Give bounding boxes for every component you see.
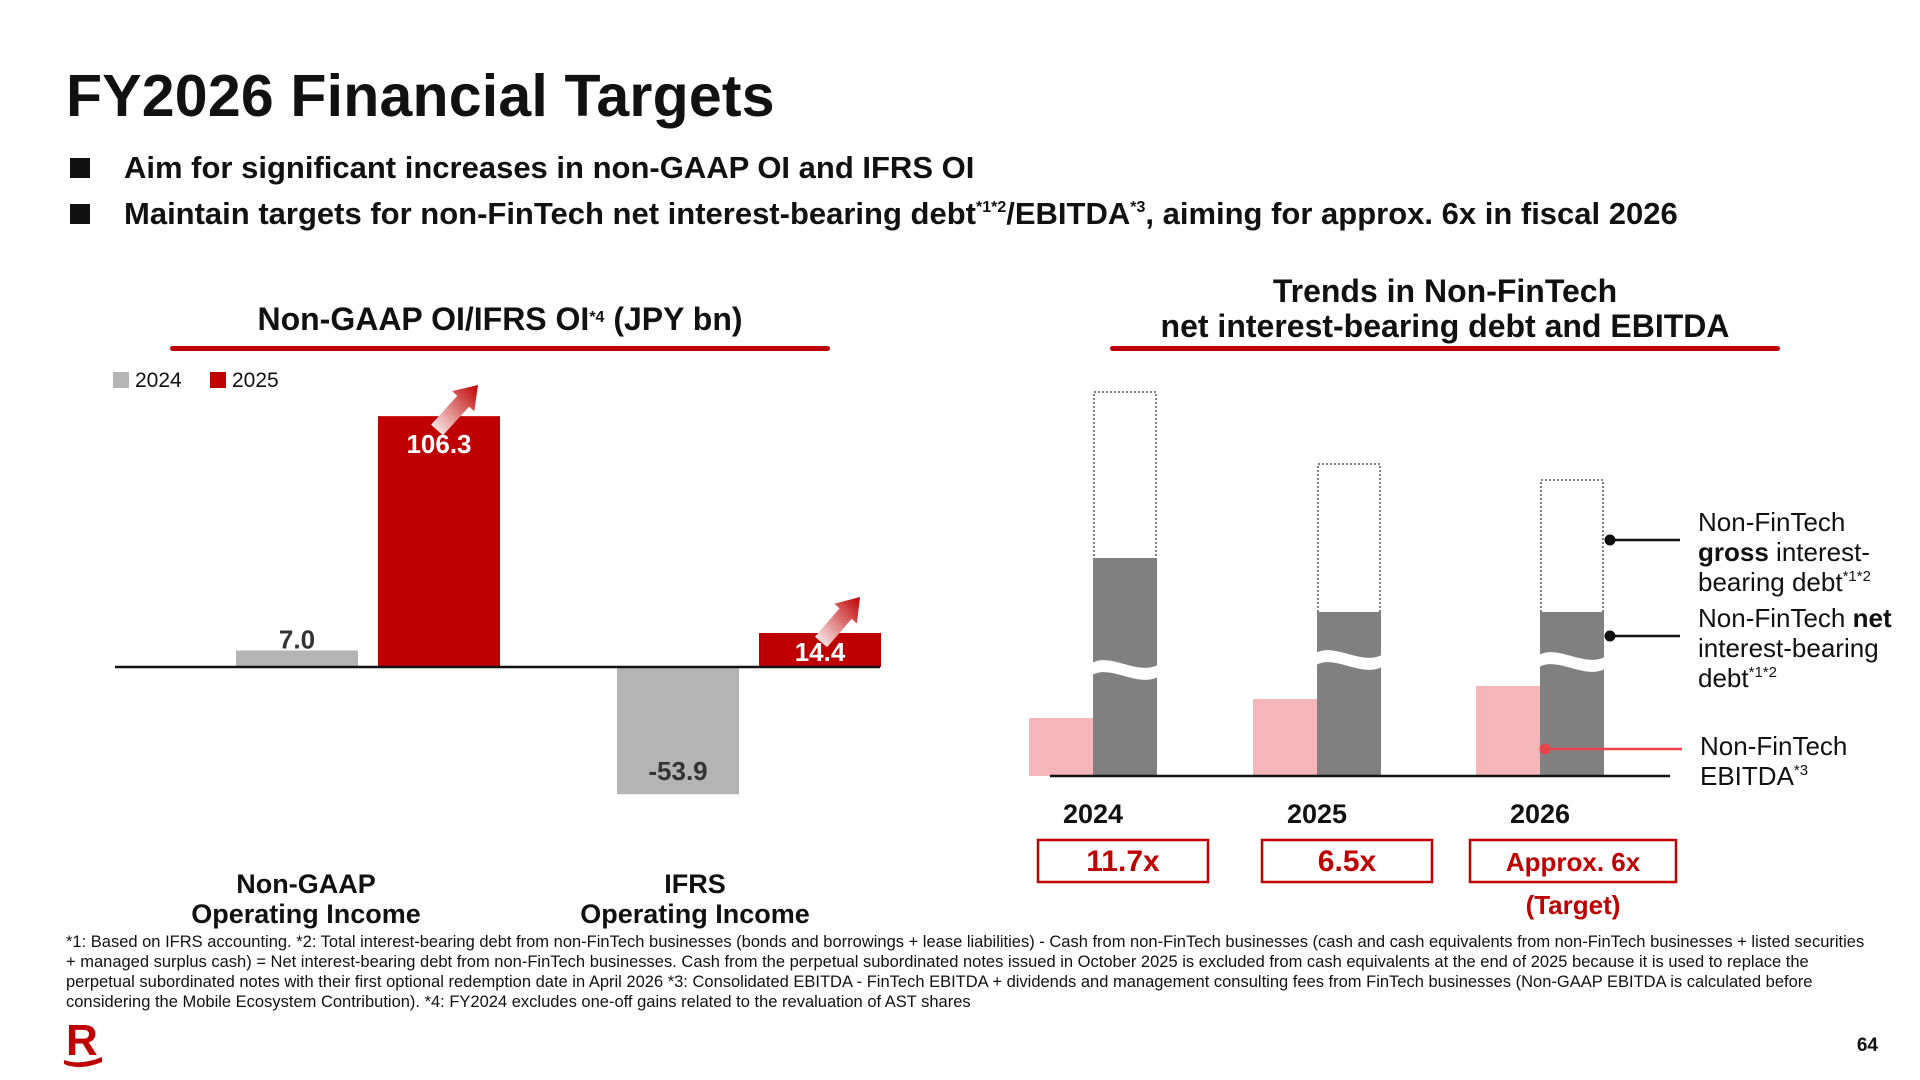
right-chart-title-line: net interest-bearing debt and EBITDA bbox=[1160, 308, 1730, 344]
axis-break-icon bbox=[1536, 652, 1608, 672]
category-label: Non-GAAP bbox=[236, 869, 375, 899]
legend-label-part: interest-bearing bbox=[1698, 633, 1879, 663]
data-label: 7.0 bbox=[279, 624, 315, 654]
ratio-label: 11.7x bbox=[1086, 845, 1160, 878]
legend-label-part: bearing debt bbox=[1698, 567, 1843, 597]
legend-label-part: net bbox=[1853, 603, 1892, 633]
upward-arrow-icon bbox=[814, 597, 860, 648]
footnote-ref: *1*2 bbox=[1843, 568, 1871, 585]
year-label: 2024 bbox=[1063, 799, 1123, 829]
left-chart-title-underline bbox=[170, 346, 830, 351]
gross-debt-bar bbox=[1540, 479, 1604, 615]
footnote-ref: *3 bbox=[1794, 762, 1808, 779]
bullet-point: Maintain targets for non-FinTech net int… bbox=[70, 196, 1678, 232]
rakuten-logo-icon: R bbox=[64, 1016, 102, 1068]
legend-swatch bbox=[210, 372, 226, 388]
legend-label: Non-FinTech EBITDA*3 bbox=[1700, 731, 1847, 791]
bullet-text-part: Maintain targets for non-FinTech net int… bbox=[124, 196, 976, 231]
page-title: FY2026 Financial Targets bbox=[66, 63, 775, 129]
ebitda-bar bbox=[1029, 718, 1093, 776]
page-number: 64 bbox=[1856, 1035, 1878, 1056]
ratio-label: Approx. 6x bbox=[1506, 847, 1641, 877]
logo-letter: R bbox=[66, 1016, 98, 1065]
bullet-text: Aim for significant increases in non-GAA… bbox=[124, 150, 975, 185]
legend-label-part: Non-FinTech bbox=[1700, 731, 1847, 761]
footnote-ref: *1*2 bbox=[1749, 664, 1777, 681]
bullet-text-part: , aiming for approx. 6x in fiscal 2026 bbox=[1145, 196, 1678, 231]
upward-arrow-icon bbox=[431, 385, 478, 436]
legend-label: 2025 bbox=[232, 369, 279, 392]
left-chart-title-text: Non-GAAP OI/IFRS OI bbox=[257, 301, 590, 337]
ebitda-bar bbox=[1253, 699, 1317, 776]
data-label: -53.9 bbox=[648, 756, 707, 786]
data-label: 106.3 bbox=[406, 429, 471, 459]
bar bbox=[617, 667, 739, 795]
bar bbox=[236, 650, 358, 667]
bar bbox=[378, 416, 500, 667]
ebitda-bar bbox=[1476, 686, 1540, 776]
footnote-ref: *4 bbox=[589, 309, 605, 326]
legend-dot bbox=[1604, 534, 1616, 546]
footnote-ref: *3 bbox=[1130, 199, 1146, 216]
legend-label-part: gross bbox=[1698, 537, 1769, 567]
bullet-point: Aim for significant increases in non-GAA… bbox=[70, 150, 974, 186]
axis-break-icon bbox=[1313, 650, 1385, 670]
left-chart-title-unit: (JPY bn) bbox=[613, 301, 743, 337]
ratio-label: 6.5x bbox=[1318, 845, 1377, 878]
axis-break-icon bbox=[1089, 660, 1161, 680]
category-label: Operating Income bbox=[580, 899, 810, 929]
right-chart-title-underline bbox=[1110, 346, 1780, 351]
category-label: IFRS bbox=[664, 869, 726, 899]
target-note: (Target) bbox=[1526, 890, 1621, 920]
legend-label: 2024 bbox=[135, 369, 182, 392]
legend-label-part: interest- bbox=[1769, 537, 1870, 567]
legend-label-part: Non-FinTech bbox=[1698, 603, 1853, 633]
legend-label: Non-FinTech gross interest-bearing debt*1… bbox=[1698, 507, 1871, 597]
legend-swatch bbox=[113, 372, 129, 388]
year-label: 2025 bbox=[1287, 799, 1347, 829]
ratio-box bbox=[1036, 838, 1210, 884]
legend-dot bbox=[1539, 743, 1551, 755]
legend-label: Non-FinTech net interest-bearing debt*1*2 bbox=[1698, 603, 1892, 693]
square-bullet-icon bbox=[70, 158, 90, 178]
logo-swoosh bbox=[64, 1057, 102, 1068]
left-chart-title: Non-GAAP OI/IFRS OI*4 (JPY bn) bbox=[170, 302, 830, 337]
gross-debt-bar bbox=[1093, 391, 1157, 561]
legend-label-part: EBITDA bbox=[1700, 761, 1795, 791]
bullet-text-part: /EBITDA bbox=[1006, 196, 1131, 231]
year-label: 2026 bbox=[1510, 799, 1570, 829]
legend-dot bbox=[1604, 630, 1616, 642]
footnote: *1: Based on IFRS accounting. *2: Total … bbox=[66, 933, 1865, 1011]
legend-label-part: debt bbox=[1698, 663, 1749, 693]
net-debt-bar bbox=[1317, 612, 1381, 776]
category-label: Operating Income bbox=[191, 899, 421, 929]
right-chart-title-line: Trends in Non-FinTech bbox=[1272, 273, 1618, 309]
right-chart-title: Trends in Non-FinTech net interest-beari… bbox=[1110, 274, 1780, 344]
footnote-ref: *1*2 bbox=[975, 199, 1007, 216]
ratio-box bbox=[1260, 838, 1434, 884]
square-bullet-icon bbox=[70, 204, 90, 224]
gross-debt-bar bbox=[1317, 463, 1381, 615]
ratio-box bbox=[1468, 838, 1678, 884]
legend-label-part: Non-FinTech bbox=[1698, 507, 1845, 537]
data-label: 14.4 bbox=[795, 637, 846, 667]
